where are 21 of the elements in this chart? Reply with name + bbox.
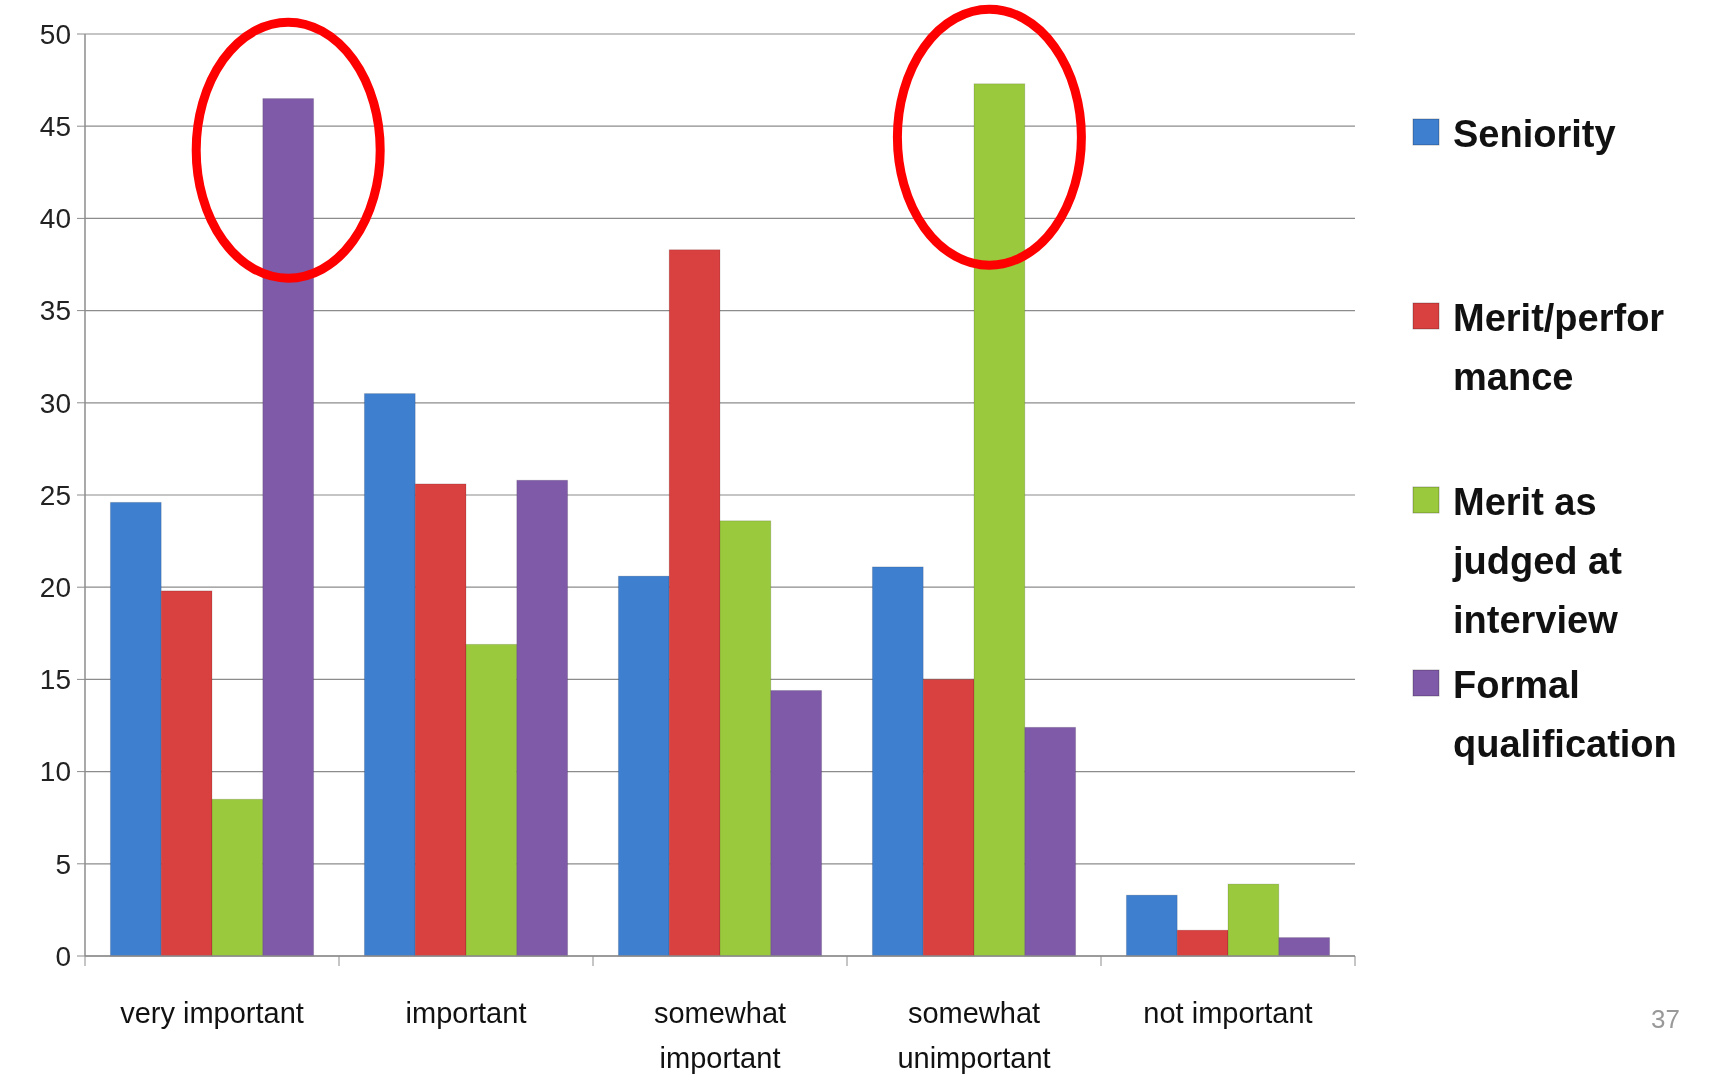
y-tick-label: 45 [39,111,71,142]
legend-label: Seniority [1453,113,1616,156]
y-tick-label: 0 [55,940,71,972]
y-tick-label: 35 [39,295,71,327]
y-tick-label: 30 [39,387,71,419]
y-tick-label: 40 [39,203,71,235]
x-tick-label: not important [1143,997,1313,1029]
x-tick-label: very important [120,997,304,1029]
legend-label: Merit/performance [1453,297,1665,399]
y-tick-label: 25 [39,479,71,511]
legend-label: Merit as judged at interview [1452,481,1623,642]
y-tick-label: 20 [39,572,71,603]
y-tick-label: 10 [39,756,71,788]
x-tick-label: somewhat unimportant [897,997,1051,1074]
y-tick-label: 15 [39,664,71,696]
y-tick-label: 5 [55,848,71,880]
y-tick-label: 50 [39,18,71,50]
x-tick-label: important [405,997,527,1029]
legend-label: Formal qualification [1453,664,1677,766]
x-tick-label: somewhat important [653,997,787,1074]
text: 37 [1651,1004,1680,1034]
